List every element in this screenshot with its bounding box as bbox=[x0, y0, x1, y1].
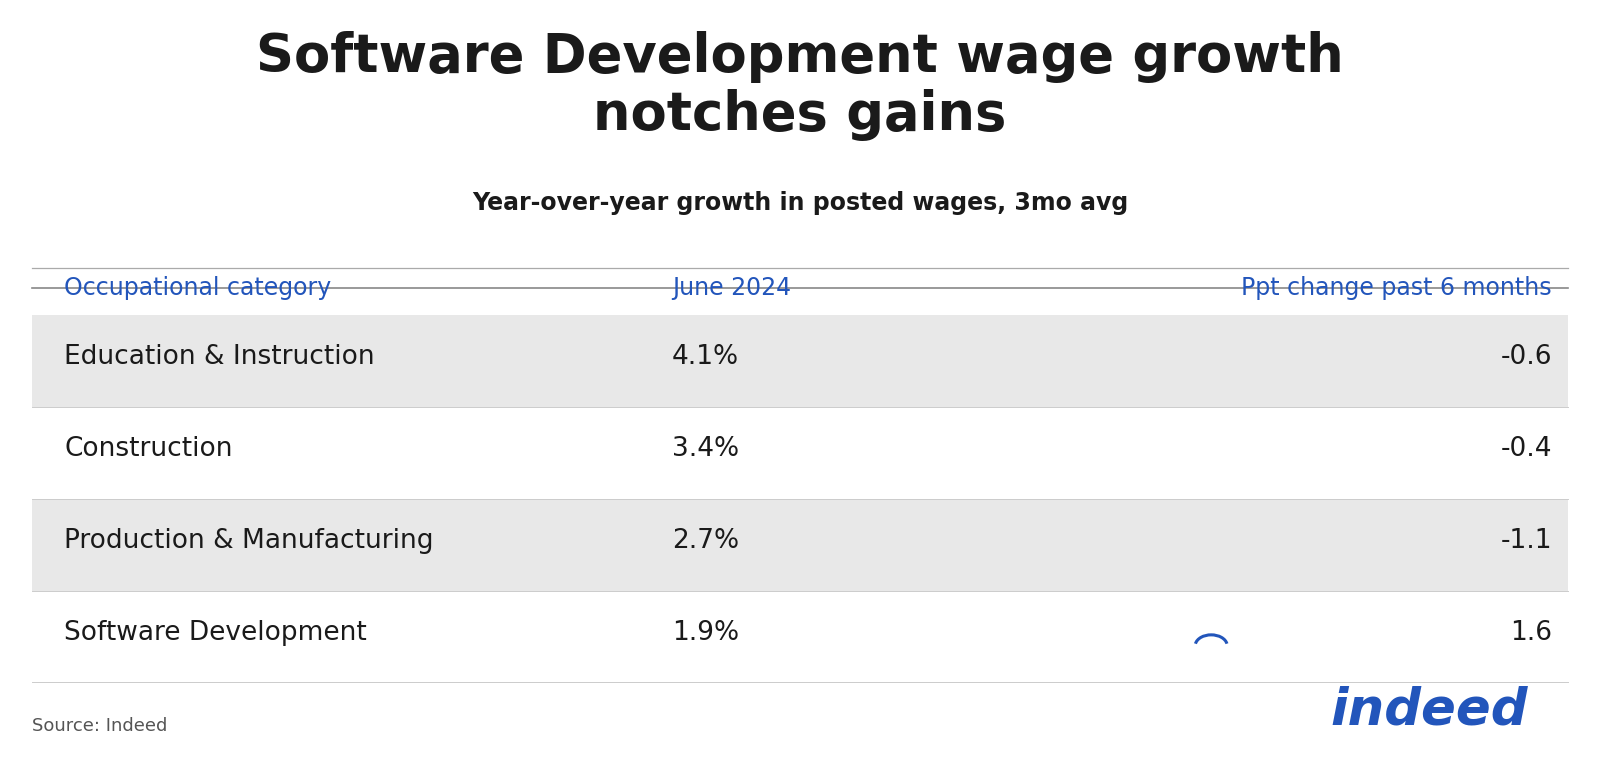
Text: June 2024: June 2024 bbox=[672, 276, 790, 300]
Text: 1.6: 1.6 bbox=[1510, 619, 1552, 646]
Text: -0.4: -0.4 bbox=[1501, 436, 1552, 462]
Text: Year-over-year growth in posted wages, 3mo avg: Year-over-year growth in posted wages, 3… bbox=[472, 191, 1128, 215]
Text: Education & Instruction: Education & Instruction bbox=[64, 344, 374, 370]
Text: 4.1%: 4.1% bbox=[672, 344, 739, 370]
Text: Source: Indeed: Source: Indeed bbox=[32, 717, 168, 735]
Text: indeed: indeed bbox=[1331, 685, 1528, 735]
Text: Ppt change past 6 months: Ppt change past 6 months bbox=[1242, 276, 1552, 300]
Text: Software Development: Software Development bbox=[64, 619, 366, 646]
Text: -1.1: -1.1 bbox=[1501, 527, 1552, 554]
Text: 3.4%: 3.4% bbox=[672, 436, 739, 462]
Text: Production & Manufacturing: Production & Manufacturing bbox=[64, 527, 434, 554]
Text: Software Development wage growth
notches gains: Software Development wage growth notches… bbox=[256, 31, 1344, 142]
Text: Construction: Construction bbox=[64, 436, 232, 462]
Text: Occupational category: Occupational category bbox=[64, 276, 331, 300]
FancyBboxPatch shape bbox=[32, 315, 1568, 407]
Text: 1.9%: 1.9% bbox=[672, 619, 739, 646]
Text: -0.6: -0.6 bbox=[1501, 344, 1552, 370]
Text: 2.7%: 2.7% bbox=[672, 527, 739, 554]
FancyBboxPatch shape bbox=[32, 499, 1568, 591]
